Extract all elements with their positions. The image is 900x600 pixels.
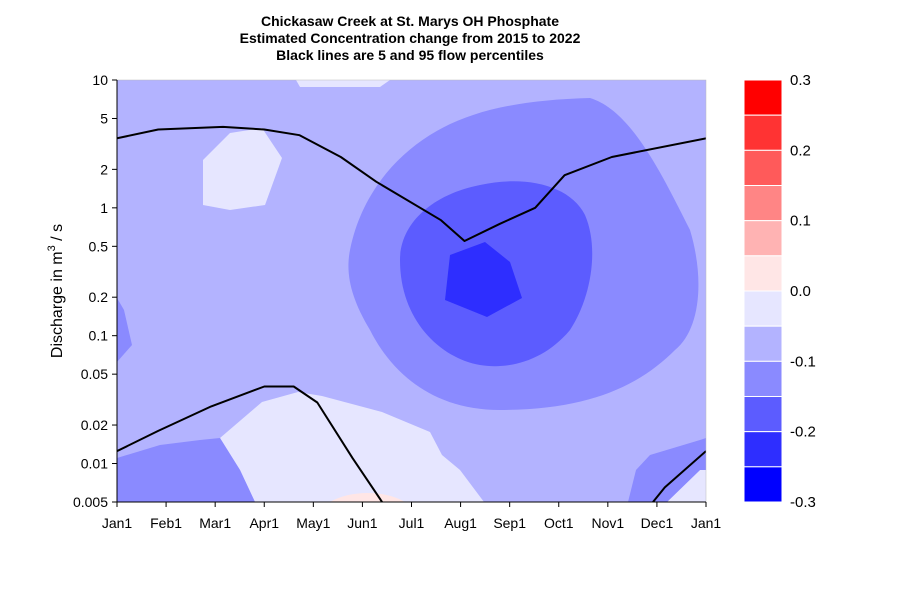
colorbar-label: -0.1 xyxy=(790,353,816,370)
colorbar-swatch xyxy=(743,185,783,222)
colorbar-label: -0.2 xyxy=(790,424,816,441)
title-line-1: Chickasaw Creek at St. Marys OH Phosphat… xyxy=(261,13,559,29)
p95-flow-line xyxy=(117,125,706,242)
x-tick-label: Jul1 xyxy=(399,515,425,531)
y-tick-label: 0.5 xyxy=(89,238,109,254)
p5-flow-line-tail xyxy=(652,450,706,502)
title-line-2: Estimated Concentration change from 2015… xyxy=(239,30,581,46)
y-tick-label: 10 xyxy=(92,72,108,88)
colorbar-label: 0.1 xyxy=(790,213,811,230)
x-tick-label: Nov1 xyxy=(591,515,624,531)
contour-level-neg-0.1-lower-left xyxy=(117,438,255,502)
colorbar-swatch xyxy=(743,431,783,468)
x-tick-label: Oct1 xyxy=(544,515,574,531)
colorbar: 0.3 0.2 0.1 0.0 -0.1 -0.2 -0.3 xyxy=(743,72,816,511)
contour-level-neg-0.2-band xyxy=(445,242,522,317)
y-tick-label: 1 xyxy=(100,200,108,216)
contour-fills xyxy=(117,80,706,502)
colorbar-swatch xyxy=(743,114,783,151)
y-tick-label: 5 xyxy=(100,110,108,126)
x-tick-label: Jan1 xyxy=(102,515,133,531)
x-tick-label: Mar1 xyxy=(199,515,231,531)
y-axis-label: Discharge in m3 / s xyxy=(46,224,66,358)
y-tick-label: 0.02 xyxy=(81,417,108,433)
colorbar-swatch xyxy=(743,360,783,398)
x-tick-label: Sep1 xyxy=(493,515,526,531)
x-tick-label: May1 xyxy=(296,515,330,531)
y-tick-label: 0.2 xyxy=(89,289,109,305)
x-tick-label: Feb1 xyxy=(150,515,182,531)
colorbar-swatch xyxy=(743,325,783,362)
y-tick-label: 2 xyxy=(100,161,108,177)
colorbar-swatch xyxy=(743,255,783,292)
y-axis: 10 5 2 1 0.5 0.2 0.1 0.05 0.02 0.01 0.005 xyxy=(73,72,117,510)
colorbar-swatch xyxy=(743,396,783,433)
contour-level-0.0-upper-blob xyxy=(203,128,282,210)
p5-flow-line xyxy=(117,385,383,502)
contour-level-neg-0.1-lower-right xyxy=(628,438,706,502)
colorbar-swatch xyxy=(743,79,783,116)
chart-title: Chickasaw Creek at St. Marys OH Phosphat… xyxy=(110,13,710,64)
x-axis: Jan1 Feb1 Mar1 Apr1 May1 Jun1 Jul1 Aug1 Sep1 Oct1… xyxy=(102,502,722,531)
y-tick-label: 0.1 xyxy=(89,328,109,344)
colorbar-swatch xyxy=(743,466,783,503)
x-tick-label: Apr1 xyxy=(249,515,279,531)
colorbar-label: -0.3 xyxy=(790,494,816,511)
y-tick-label: 0.005 xyxy=(73,494,108,510)
contour-level-0.0-right-corner xyxy=(667,470,706,502)
colorbar-label: 0.3 xyxy=(790,72,811,89)
y-tick-label: 0.05 xyxy=(81,366,108,382)
colorbar-label: 0.2 xyxy=(790,142,811,159)
contour-level-neg-0.1-left-edge xyxy=(117,298,132,362)
y-tick-label: 0.01 xyxy=(81,456,108,472)
contour-level-0.0-top xyxy=(296,80,390,87)
colorbar-swatch xyxy=(743,149,783,186)
contour-level-0.05-bottom xyxy=(330,493,405,502)
x-tick-label: Aug1 xyxy=(444,515,477,531)
colorbar-swatch xyxy=(743,220,783,257)
x-tick-label: Jun1 xyxy=(347,515,378,531)
x-tick-label: Dec1 xyxy=(641,515,674,531)
x-tick-label: Jan1 xyxy=(691,515,722,531)
title-line-3: Black lines are 5 and 95 flow percentile… xyxy=(276,47,544,63)
colorbar-label: 0.0 xyxy=(790,283,811,300)
flow-percentile-lines xyxy=(117,125,706,502)
colorbar-swatch xyxy=(743,290,783,327)
contour-level-0.0-lower xyxy=(220,392,484,502)
